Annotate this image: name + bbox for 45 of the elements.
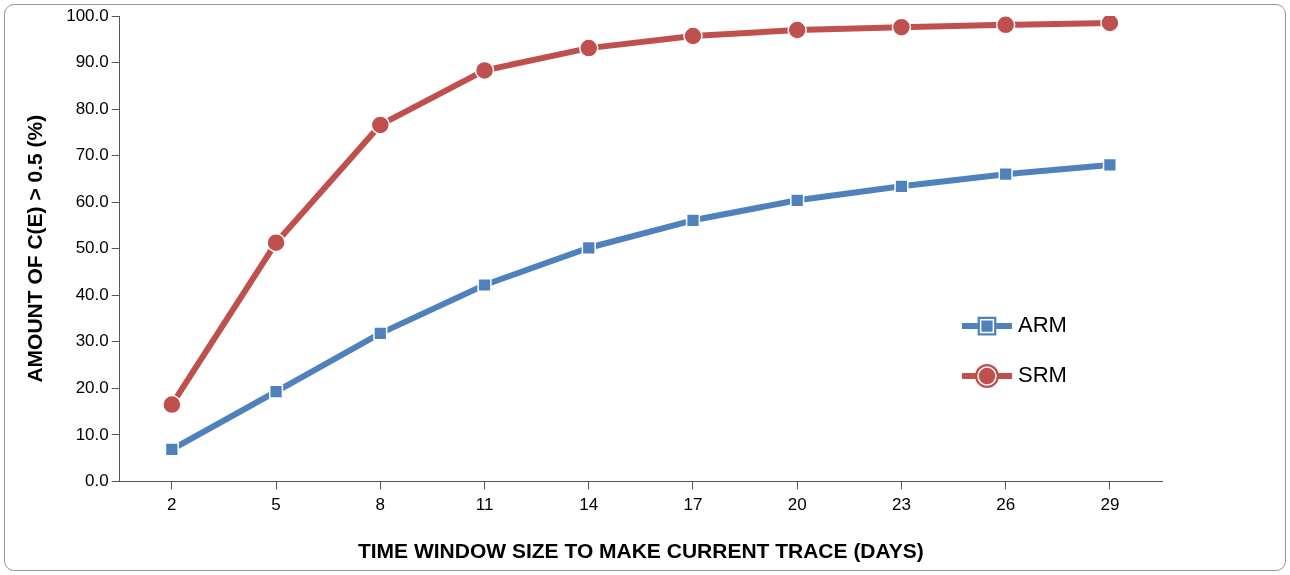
point: [787, 20, 807, 40]
point: [477, 277, 492, 293]
y-axis-title: AMOUNT OF C(E) > 0.5 (%): [23, 114, 47, 383]
point: [266, 232, 286, 253]
y-tick-label: 100.0: [66, 5, 109, 25]
legend-label: ARM: [1018, 312, 1067, 338]
x-tick-label: 23: [891, 495, 911, 515]
y-tick-label: 90.0: [75, 52, 109, 72]
point: [370, 115, 391, 135]
point: [998, 167, 1013, 182]
point: [373, 326, 388, 341]
y-tick-label: 0.0: [85, 471, 109, 491]
x-tick-label: 8: [375, 495, 386, 515]
x-tick-label: 20: [787, 495, 807, 515]
legend-label: SRM: [1018, 362, 1067, 388]
point: [1102, 157, 1117, 173]
x-tick-label: 17: [683, 495, 703, 515]
x-tick-label: 11: [475, 495, 494, 515]
y-tick-label: 20.0: [75, 378, 109, 398]
y-tick-label: 80.0: [75, 98, 109, 118]
point: [995, 16, 1016, 35]
y-tick-label: 10.0: [75, 424, 109, 444]
x-tick-label: 29: [1100, 495, 1120, 515]
point: [1100, 16, 1120, 33]
y-tick-label: 40.0: [75, 284, 109, 304]
point: [164, 442, 179, 457]
point: [474, 60, 495, 81]
x-tick-label: 26: [996, 495, 1016, 515]
x-tick-label: 2: [167, 495, 177, 515]
point: [162, 394, 182, 415]
point: [579, 38, 599, 58]
y-tick-label: 60.0: [75, 191, 109, 211]
point: [683, 26, 703, 46]
y-tick-label: 30.0: [75, 331, 109, 351]
x-axis-title: TIME WINDOW SIZE TO MAKE CURRENT TRACE (DAYS): [357, 539, 924, 563]
point: [894, 179, 909, 194]
point: [685, 213, 701, 228]
y-tick-label: 50.0: [75, 238, 109, 258]
x-tick-label: 5: [271, 495, 281, 515]
point: [891, 17, 912, 37]
point: [268, 384, 284, 399]
point: [581, 240, 596, 255]
x-tick-label: 14: [579, 495, 599, 515]
y-tick-label: 70.0: [75, 145, 109, 165]
point: [790, 193, 805, 208]
